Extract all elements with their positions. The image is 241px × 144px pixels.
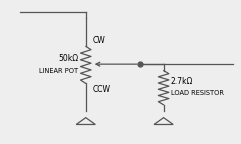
Text: LINEAR POT: LINEAR POT — [40, 68, 79, 74]
Text: 2.7kΩ: 2.7kΩ — [171, 77, 193, 87]
Text: CW: CW — [93, 36, 106, 45]
Text: CCW: CCW — [93, 85, 111, 94]
Text: 50kΩ: 50kΩ — [59, 54, 79, 63]
Text: LOAD RESISTOR: LOAD RESISTOR — [171, 90, 224, 96]
